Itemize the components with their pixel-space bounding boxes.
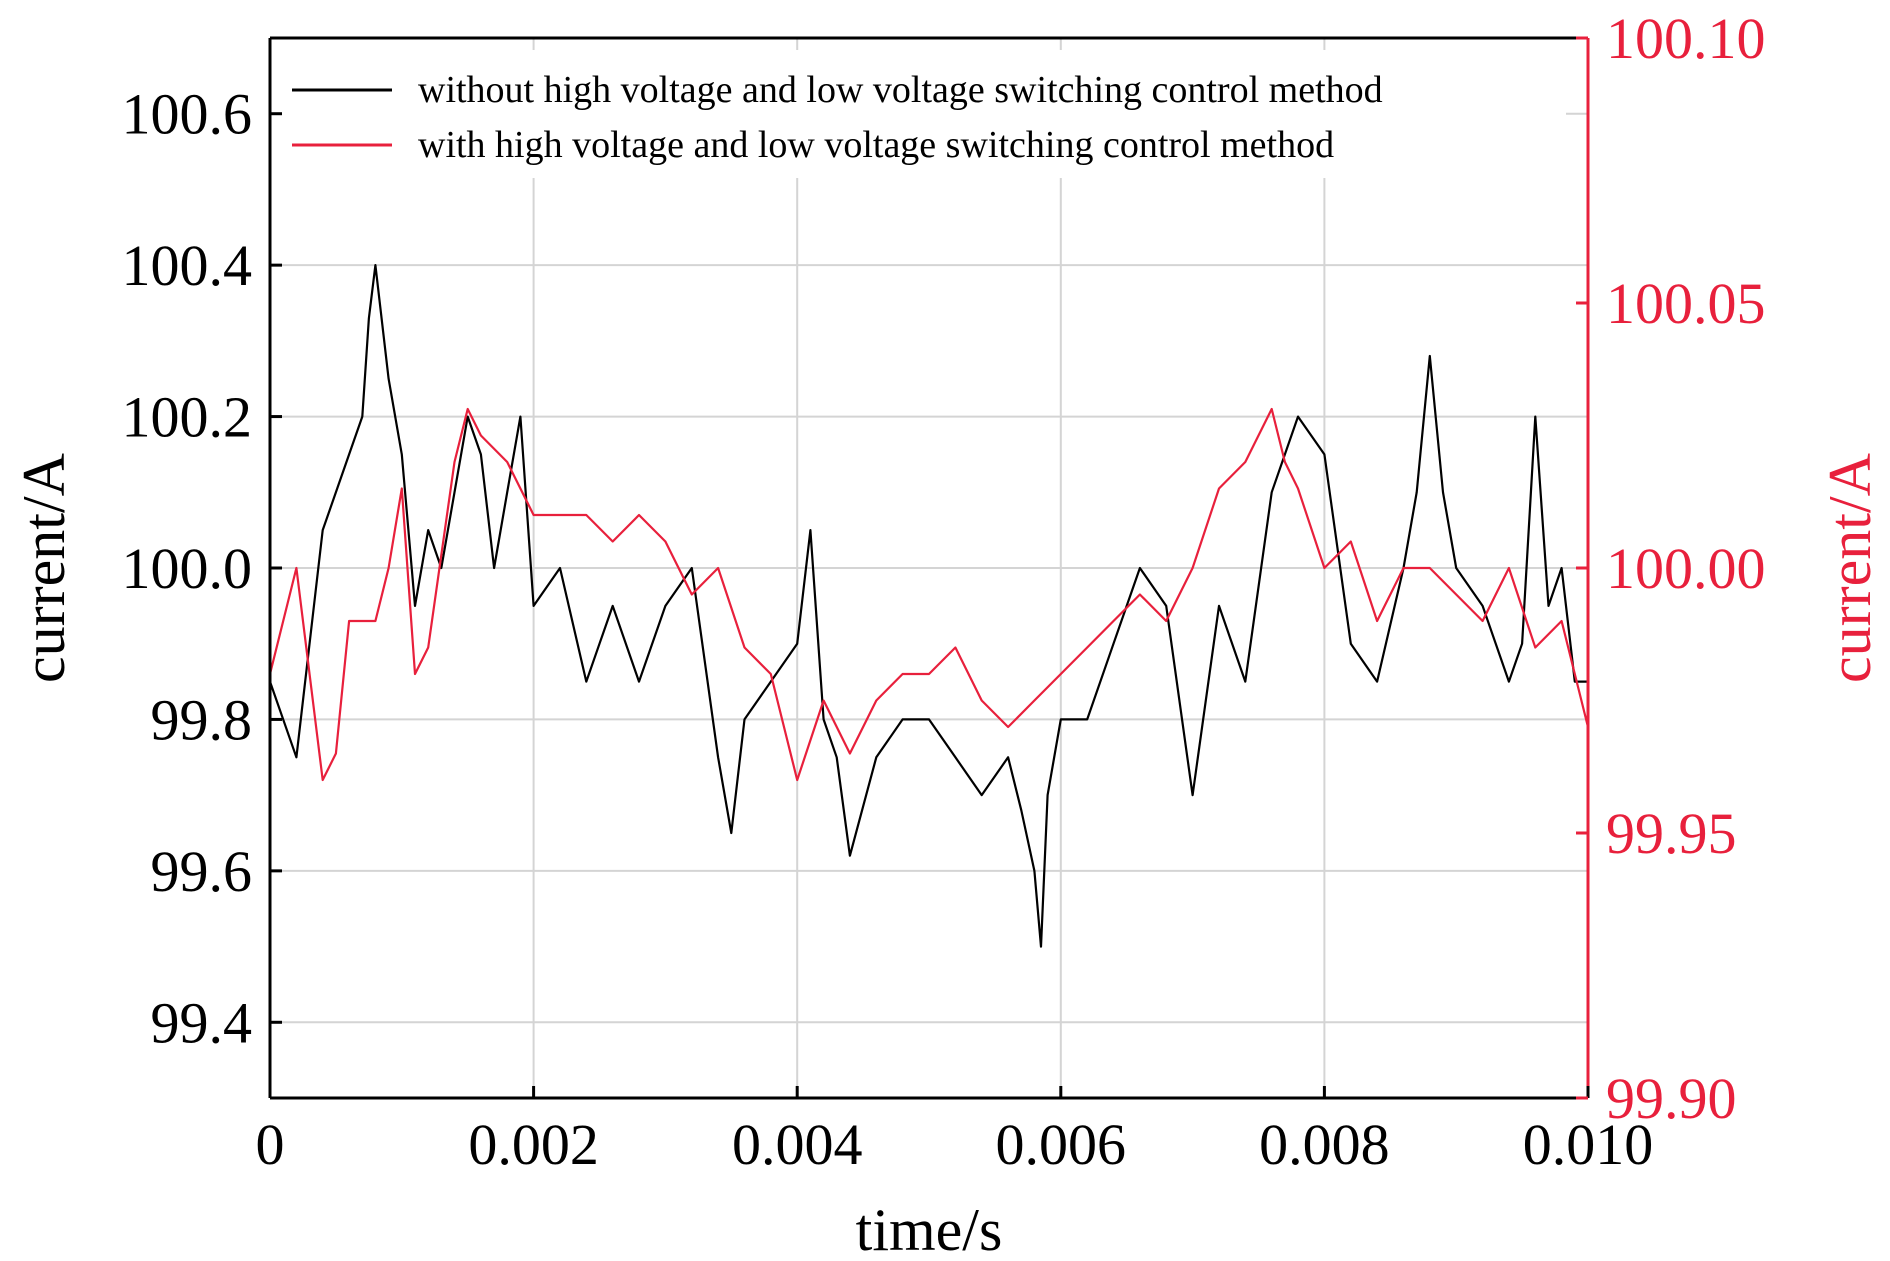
left-y-tick-label: 99.6 bbox=[151, 839, 253, 904]
left-axis-title: current/A bbox=[11, 453, 77, 683]
left-y-tick-label: 100.4 bbox=[122, 233, 253, 298]
right-y-tick-label: 100.05 bbox=[1606, 271, 1766, 336]
labels-layer: 0 0.002 0.004 0.006 0.008 0.010 99.4 99.6 99.8 10… bbox=[122, 6, 1766, 1177]
left-y-tick-label: 99.8 bbox=[151, 687, 253, 752]
legend-label-series-1: without high voltage and low voltage swi… bbox=[418, 69, 1383, 111]
left-y-tick-label: 100.2 bbox=[122, 385, 253, 450]
x-tick-label: 0.008 bbox=[1259, 1112, 1390, 1177]
left-y-tick-label: 99.4 bbox=[151, 990, 253, 1055]
right-y-tick-label: 99.95 bbox=[1606, 801, 1737, 866]
right-y-tick-label: 100.00 bbox=[1606, 536, 1766, 601]
series-line-2 bbox=[268, 407, 1590, 782]
x-tick-label: 0.002 bbox=[468, 1112, 599, 1177]
right-axis-title: current/A bbox=[1817, 453, 1883, 683]
legend: without high voltage and low voltage swi… bbox=[292, 69, 1383, 166]
grid-layer bbox=[270, 38, 1588, 1098]
left-y-tick-label: 100.6 bbox=[122, 82, 253, 147]
legend-background bbox=[278, 50, 1566, 178]
x-tick-label: 0.006 bbox=[996, 1112, 1127, 1177]
x-tick-label: 0.004 bbox=[732, 1112, 863, 1177]
x-tick-label: 0.010 bbox=[1523, 1112, 1654, 1177]
ticks-layer bbox=[268, 36, 1590, 1100]
legend-label-series-2: with high voltage and low voltage switch… bbox=[418, 124, 1334, 166]
left-y-tick-label: 100.0 bbox=[122, 536, 253, 601]
x-axis-title: time/s bbox=[856, 1197, 1003, 1256]
x-tick-label: 0 bbox=[256, 1112, 285, 1177]
series-layer bbox=[268, 264, 1590, 948]
series-line-1 bbox=[268, 264, 1588, 948]
right-y-tick-label: 99.90 bbox=[1606, 1066, 1737, 1131]
right-y-tick-label: 100.10 bbox=[1606, 6, 1766, 71]
